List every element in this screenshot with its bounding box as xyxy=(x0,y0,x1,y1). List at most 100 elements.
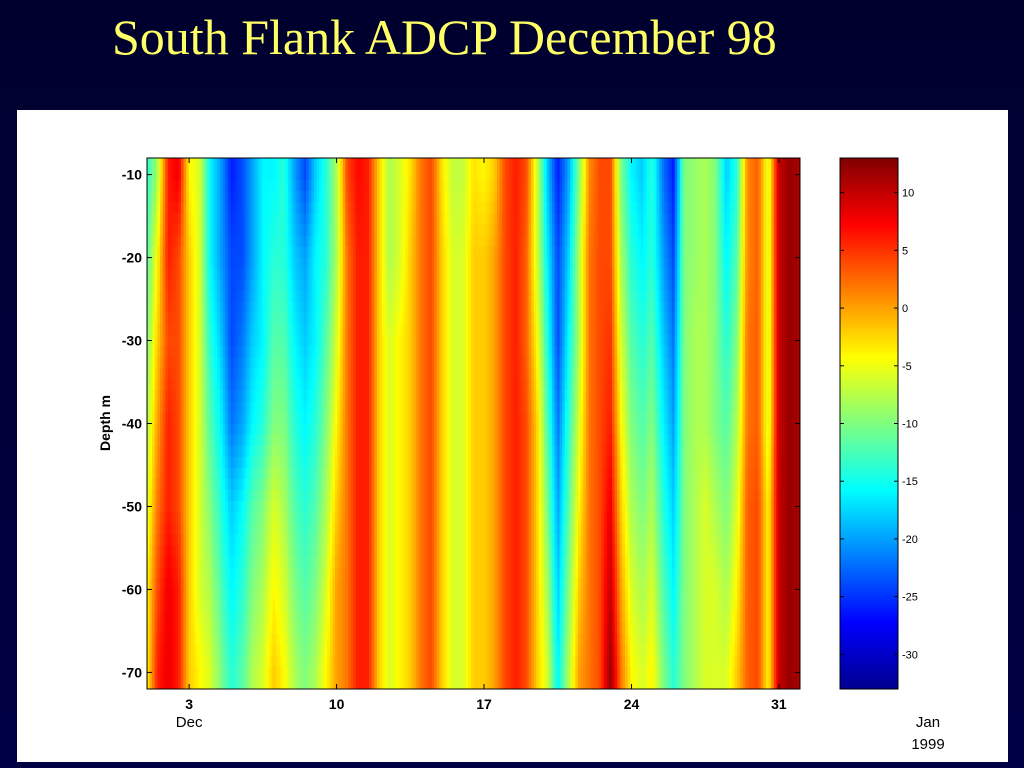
heatmap-cell xyxy=(301,301,305,314)
heatmap-cell xyxy=(154,346,159,358)
heatmap-cell xyxy=(520,323,524,336)
heatmap-cell xyxy=(209,191,213,203)
heatmap-cell xyxy=(248,357,253,369)
heatmap-cell xyxy=(476,235,480,248)
heatmap-cell xyxy=(771,257,775,270)
heatmap-cell xyxy=(651,224,655,237)
heatmap-cell xyxy=(781,158,785,170)
heatmap-cell xyxy=(580,301,584,314)
heatmap-cell xyxy=(713,158,718,170)
heatmap-cell xyxy=(632,224,637,237)
heatmap-cell xyxy=(340,368,344,380)
heatmap-cell xyxy=(180,346,185,358)
heatmap-cell xyxy=(227,224,232,237)
heatmap-cell xyxy=(473,235,477,248)
heatmap-cell xyxy=(173,158,177,170)
heatmap-cell xyxy=(256,158,260,170)
heatmap-cell xyxy=(209,224,213,237)
heatmap-cell xyxy=(311,158,315,170)
heatmap-cell xyxy=(264,235,268,248)
heatmap-cell xyxy=(355,368,360,380)
heatmap-cell xyxy=(669,246,673,259)
heatmap-cell xyxy=(742,301,746,314)
heatmap-cell xyxy=(254,224,258,237)
heatmap-cell xyxy=(363,235,368,248)
heatmap-cell xyxy=(640,312,644,325)
heatmap-cell xyxy=(752,357,757,369)
heatmap-cell xyxy=(194,246,198,259)
heatmap-cell xyxy=(248,213,253,225)
heatmap-cell xyxy=(194,346,198,358)
heatmap-cell xyxy=(277,235,281,248)
heatmap-cell xyxy=(763,323,767,336)
heatmap-cell xyxy=(499,335,503,347)
heatmap-cell xyxy=(322,257,326,270)
heatmap-cell xyxy=(585,290,590,303)
heatmap-cell xyxy=(376,180,381,192)
heatmap-cell xyxy=(243,202,247,214)
heatmap-cell xyxy=(627,224,631,237)
heatmap-cell xyxy=(371,346,375,358)
heatmap-cell xyxy=(692,301,697,314)
heatmap-cell xyxy=(199,346,203,358)
heatmap-cell xyxy=(371,368,375,380)
heatmap-cell xyxy=(632,268,637,281)
heatmap-cell xyxy=(716,257,720,270)
heatmap-cell xyxy=(742,246,746,259)
heatmap-cell xyxy=(361,246,365,259)
heatmap-cell xyxy=(473,246,477,259)
heatmap-cell xyxy=(551,346,556,358)
heatmap-cell xyxy=(593,169,597,181)
heatmap-cell xyxy=(734,301,738,314)
heatmap-cell xyxy=(397,268,401,281)
heatmap-cell xyxy=(416,246,420,259)
heatmap-cell xyxy=(630,169,634,181)
heatmap-cell xyxy=(773,279,778,292)
heatmap-cell xyxy=(316,312,320,325)
heatmap-cell xyxy=(672,290,676,303)
heatmap-cell xyxy=(630,158,634,170)
heatmap-cell xyxy=(355,191,360,203)
heatmap-cell xyxy=(601,357,605,369)
heatmap-cell xyxy=(282,169,287,181)
heatmap-cell xyxy=(692,346,697,358)
heatmap-cell xyxy=(337,191,341,203)
heatmap-cell xyxy=(463,213,467,225)
heatmap-cell xyxy=(705,368,710,380)
heatmap-cell xyxy=(429,368,433,380)
heatmap-cell xyxy=(421,335,425,347)
heatmap-cell xyxy=(434,357,438,369)
heatmap-cell xyxy=(214,323,219,336)
heatmap-cell xyxy=(627,335,631,347)
heatmap-cell xyxy=(476,290,480,303)
heatmap-cell xyxy=(413,213,417,225)
heatmap-cell xyxy=(465,224,469,237)
heatmap-cell xyxy=(619,335,623,347)
heatmap-cell xyxy=(147,312,151,325)
heatmap-cell xyxy=(666,301,670,314)
heatmap-cell xyxy=(520,346,524,358)
heatmap-cell xyxy=(382,346,386,358)
heatmap-cell xyxy=(732,169,736,181)
heatmap-cell xyxy=(614,279,618,292)
heatmap-cell xyxy=(311,257,315,270)
heatmap-cell xyxy=(724,169,728,181)
heatmap-cell xyxy=(243,169,247,181)
heatmap-cell xyxy=(661,301,665,314)
heatmap-cell xyxy=(771,202,775,214)
heatmap-cell xyxy=(768,257,772,270)
heatmap-cell xyxy=(661,346,665,358)
heatmap-cell xyxy=(606,257,610,270)
heatmap-cell xyxy=(387,246,391,259)
heatmap-cell xyxy=(282,158,287,170)
heatmap-cell xyxy=(499,290,503,303)
heatmap-cell xyxy=(677,346,681,358)
heatmap-cell xyxy=(638,180,642,192)
heatmap-cell xyxy=(724,312,728,325)
heatmap-cell xyxy=(348,257,352,270)
heatmap-cell xyxy=(395,213,399,225)
heatmap-cell xyxy=(431,246,435,259)
heatmap-cell xyxy=(384,202,388,214)
heatmap-cell xyxy=(154,268,159,281)
heatmap-cell xyxy=(734,235,738,248)
